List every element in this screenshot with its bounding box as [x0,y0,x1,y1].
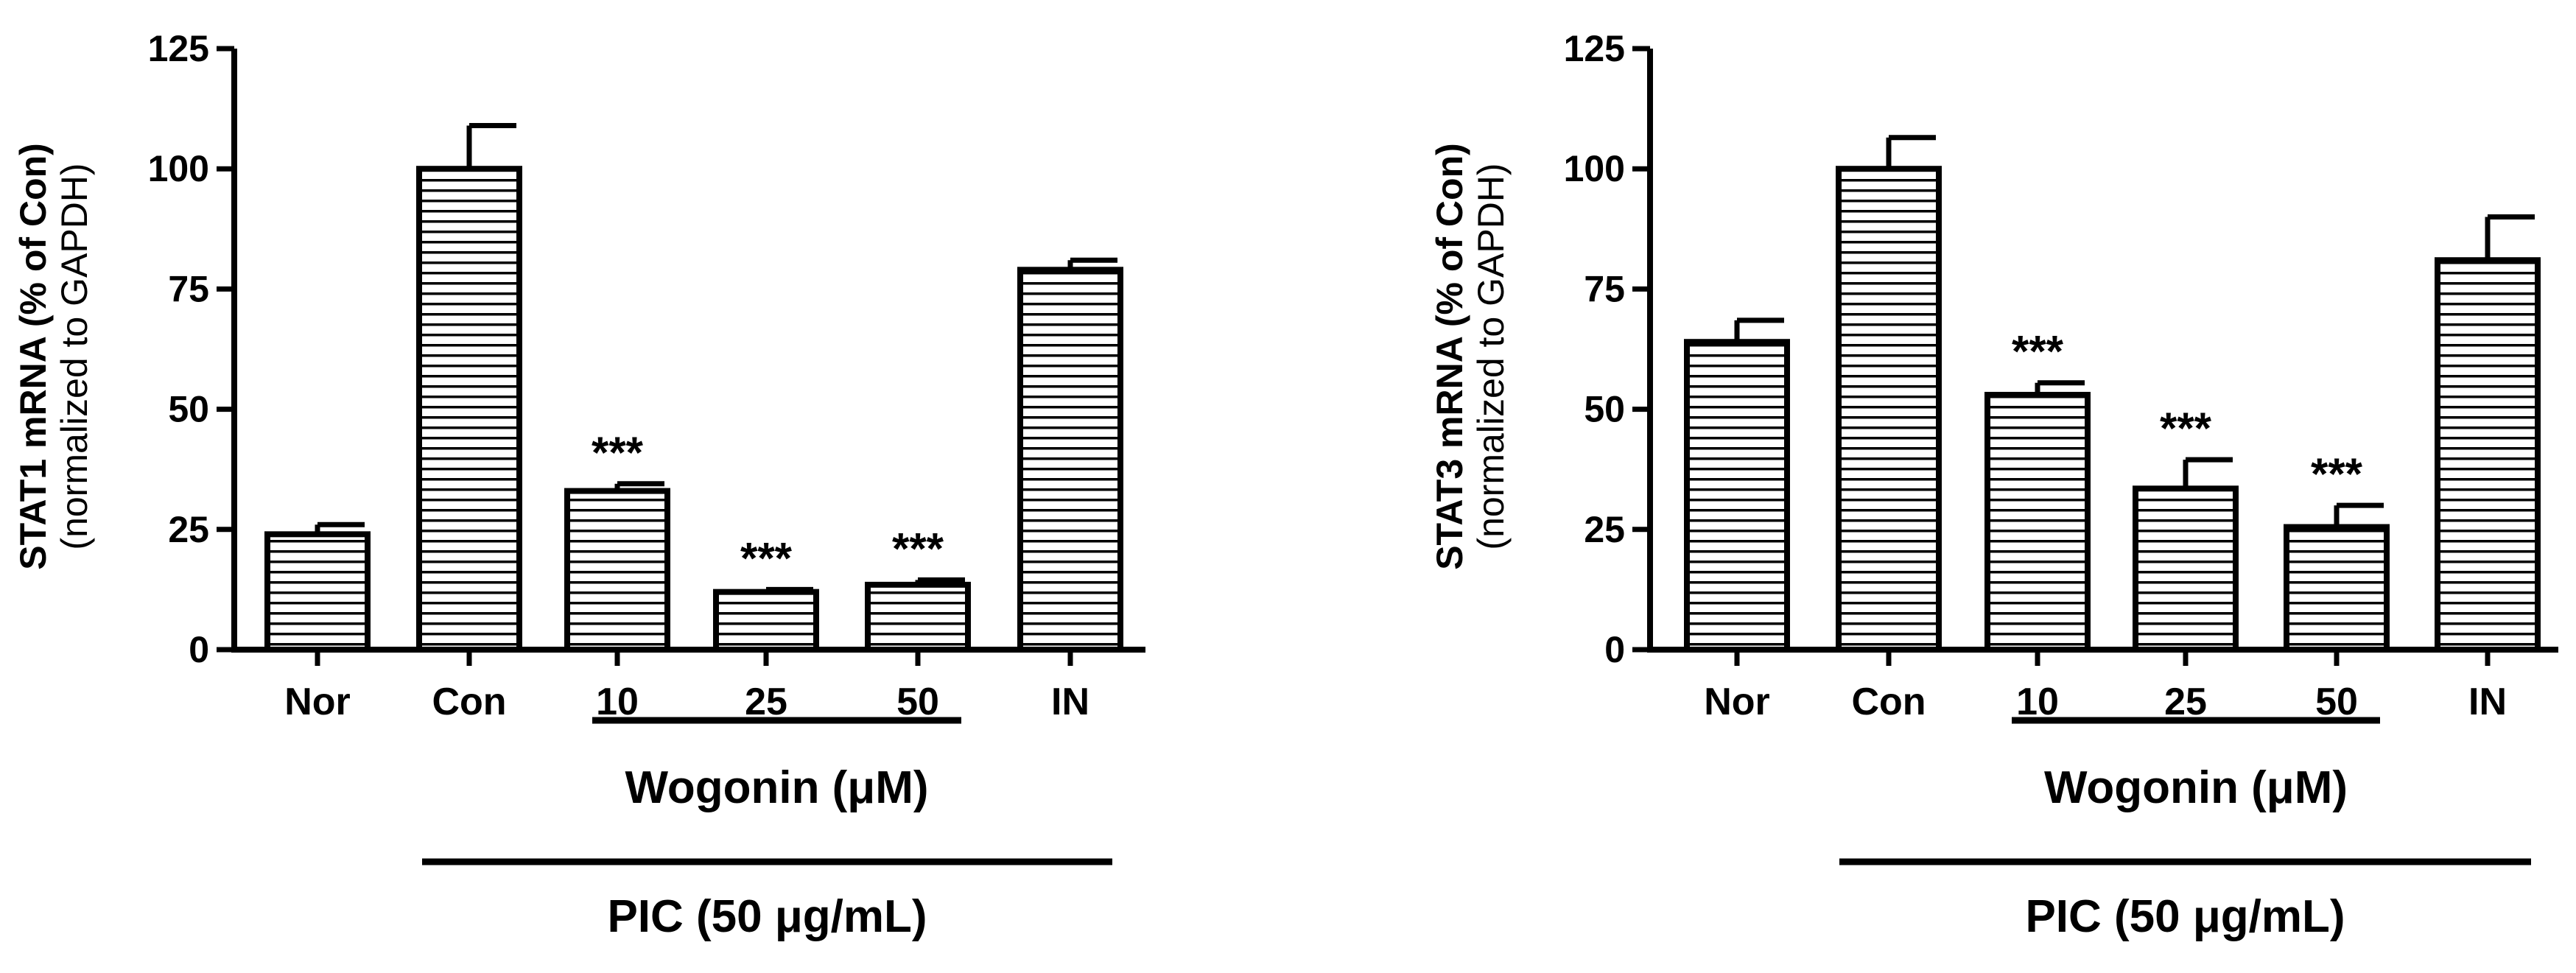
y-axis-subtitle: (normalized to GAPDH) [1470,163,1512,549]
significance-marker: *** [740,533,793,583]
bar [264,531,371,653]
significance-marker: *** [592,428,644,477]
bar [1017,267,1123,653]
x-tick-label: 50 [2315,681,2358,723]
x-tick-label: Nor [1704,681,1770,723]
y-axis-title: STAT1 mRNA (% of Con) [13,143,54,570]
stat3-chart-panel: 0 25 50 75 100 125 Nor Con 10 *** 25 *** 50 *** IN Wogo… [1429,28,2558,942]
y-tick-label: 125 [1564,28,1625,69]
y-tick-label: 0 [1604,629,1625,670]
x-tick-label: 10 [596,681,639,723]
significance-marker: *** [2012,327,2064,376]
bar [1684,339,1790,653]
y-tick-label: 25 [168,509,209,550]
x-tick-label: 10 [2016,681,2059,723]
y-tick-label: 100 [148,148,209,189]
bar [564,488,670,653]
significance-marker: *** [892,524,944,573]
pic-group-label: PIC (50 μg/mL) [607,891,927,942]
x-tick-label: IN [1051,681,1089,723]
y-tick-label: 125 [148,28,209,69]
y-tick-label: 25 [1584,509,1625,550]
bar [713,589,819,653]
x-tick-label: Nor [284,681,351,723]
bar [2133,485,2239,653]
stat1-chart-panel: 0 25 50 75 100 125 Nor Con 10 *** 25 *** 50 *** IN Wogo… [13,28,1145,942]
wogonin-group-label: Wogonin (μM) [625,762,928,813]
bar [2284,524,2390,653]
bar [1984,392,2091,653]
bar [2435,257,2541,653]
x-tick-label: 25 [745,681,787,723]
y-tick-label: 100 [1564,148,1625,189]
x-tick-label: 50 [896,681,939,723]
y-tick-label: 75 [1584,268,1625,309]
y-tick-label: 50 [1584,389,1625,430]
pic-group-label: PIC (50 μg/mL) [2025,891,2345,942]
x-tick-label: Con [1851,681,1926,723]
x-tick-label: IN [2468,681,2507,723]
significance-marker: *** [2311,449,2363,499]
y-tick-label: 75 [168,268,209,309]
x-tick-label: Con [432,681,506,723]
x-tick-label: 25 [2164,681,2207,723]
y-tick-label: 0 [189,629,209,670]
y-axis-title: STAT3 mRNA (% of Con) [1429,143,1470,570]
wogonin-group-label: Wogonin (μM) [2044,762,2348,813]
y-tick-label: 50 [168,389,209,430]
bar [416,166,522,653]
significance-marker: *** [2160,404,2212,453]
y-axis-subtitle: (normalized to GAPDH) [54,163,95,549]
bar [865,581,971,653]
bar [1836,166,1942,653]
